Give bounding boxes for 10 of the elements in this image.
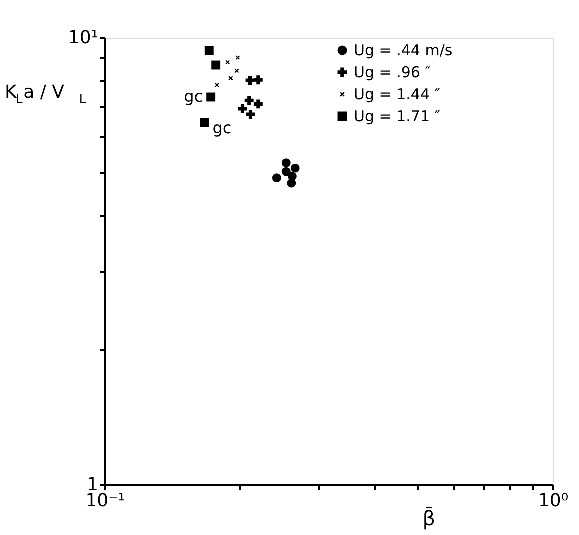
x-axis-title: β̄ — [422, 506, 436, 530]
legend-label: Ug = 1.71 ″ — [354, 108, 441, 126]
legend-label: Ug = .96 ″ — [354, 64, 432, 82]
annotation: gc — [184, 87, 204, 106]
x-tick-label: 10⁻¹ — [86, 490, 126, 512]
x-tick-label: 10⁰ — [538, 490, 569, 512]
legend-label: Ug = 1.44 ″ — [354, 86, 441, 104]
y-tick-label: 10¹ — [68, 28, 98, 48]
legend-label: Ug = .44 m/s — [354, 42, 453, 60]
annotation: gc — [212, 118, 232, 138]
